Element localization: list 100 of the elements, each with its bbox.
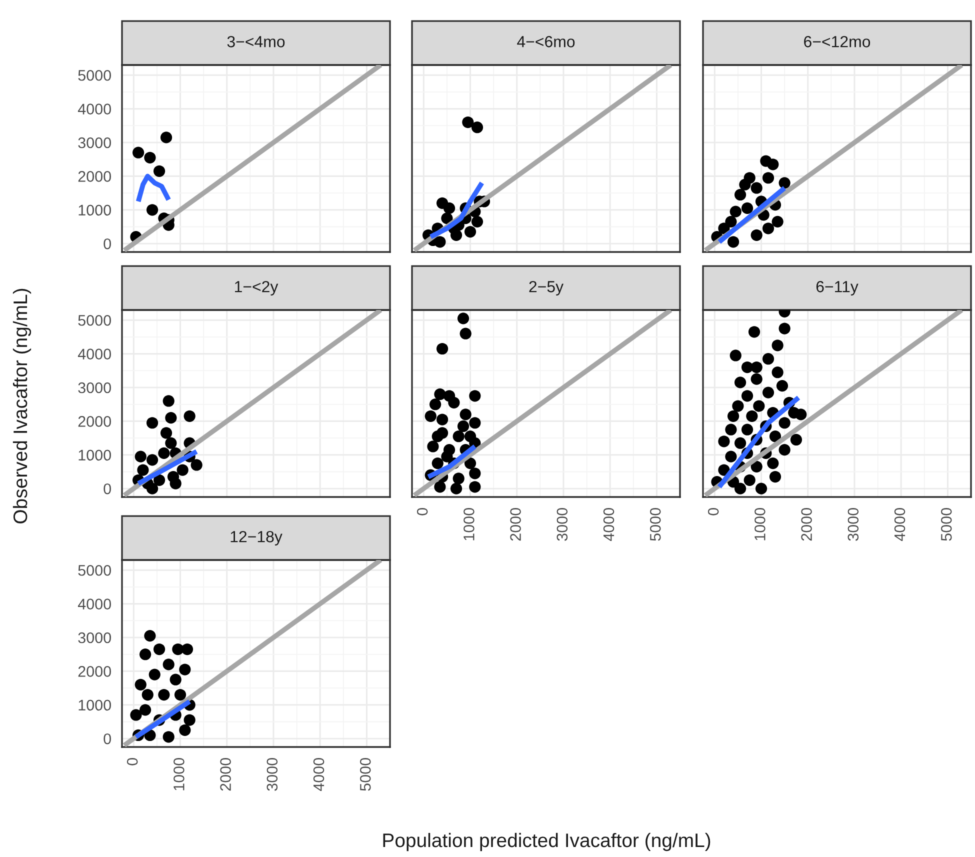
point	[134, 450, 146, 462]
y-tick-label: 5000	[78, 564, 111, 576]
x-tick-label: 2000	[801, 508, 812, 541]
line-series	[136, 174, 172, 204]
point	[162, 395, 174, 407]
point	[727, 410, 740, 422]
point	[469, 468, 481, 480]
x-tick-label: 4000	[603, 508, 614, 542]
point	[134, 678, 146, 690]
point	[471, 122, 484, 134]
y-tick-label: 4000	[78, 104, 111, 114]
y-tick-label: 3000	[78, 632, 111, 644]
x-tick-label: 0	[416, 508, 428, 516]
x-tick-label: 5000	[360, 758, 371, 791]
point	[725, 216, 737, 228]
point	[778, 177, 790, 189]
point	[734, 188, 746, 201]
point	[432, 430, 444, 442]
point	[130, 709, 142, 721]
y-tick-label: 4000	[78, 598, 111, 610]
point	[762, 353, 774, 365]
point	[450, 482, 462, 494]
point	[162, 731, 174, 743]
point	[734, 437, 746, 449]
point	[741, 424, 754, 436]
y-tick-label: 4000	[78, 348, 111, 360]
y-tick-label: 2000	[78, 171, 111, 182]
point	[184, 714, 196, 726]
point	[179, 664, 191, 676]
point	[165, 437, 177, 449]
point	[179, 724, 191, 736]
point	[744, 172, 756, 184]
y-tick-label: 1000	[78, 450, 111, 461]
point	[146, 482, 158, 494]
y-tick-label: 1000	[78, 700, 111, 711]
point	[762, 222, 774, 234]
point	[471, 216, 484, 228]
y-tick-label: 2000	[78, 416, 111, 427]
point	[427, 440, 439, 452]
point	[725, 450, 737, 462]
point	[741, 390, 754, 402]
x-tick-label: 3000	[556, 508, 568, 541]
point	[772, 216, 784, 228]
point	[146, 454, 158, 466]
point	[734, 376, 746, 388]
point	[730, 350, 742, 362]
point	[753, 400, 765, 412]
point	[469, 417, 481, 429]
point	[464, 457, 476, 470]
point	[158, 447, 170, 460]
y-tick-label: 1000	[78, 204, 111, 216]
point	[457, 312, 470, 324]
point	[750, 373, 762, 385]
point	[148, 668, 160, 680]
point	[139, 648, 152, 660]
point	[748, 326, 760, 338]
chart-title: 4−<6mo	[517, 36, 575, 48]
point	[162, 658, 174, 670]
x-tick-label: 4000	[894, 508, 906, 542]
x-tick-label: 5000	[940, 508, 952, 541]
point	[778, 322, 790, 334]
y-tick-label: 2000	[78, 666, 111, 677]
x-tick-label: 1000	[174, 758, 184, 790]
point	[424, 410, 436, 422]
point	[776, 380, 788, 392]
point	[767, 457, 779, 470]
x-axis-title: Population predicted Ivacaftor (ng/mL)	[383, 832, 710, 852]
point	[429, 398, 442, 410]
x-tick-label: 0	[126, 758, 138, 766]
point	[762, 386, 774, 398]
point	[153, 474, 166, 486]
x-tick-label: 2000	[510, 508, 521, 541]
point	[460, 328, 472, 340]
point	[436, 414, 448, 426]
point	[727, 236, 740, 248]
point	[165, 412, 177, 424]
point	[457, 420, 470, 432]
y-tick-label: 0	[104, 483, 111, 494]
point	[443, 202, 456, 214]
point	[460, 408, 472, 420]
point	[750, 460, 762, 472]
y-axis-title: Observed Ivacaftor (ng/mL)	[12, 288, 32, 524]
chart-title: 1−<2y	[235, 281, 278, 296]
point	[146, 417, 158, 429]
point	[160, 427, 172, 439]
x-tick-label: 1000	[754, 508, 766, 540]
point	[160, 132, 172, 144]
point	[441, 450, 453, 462]
y-tick-label: 3000	[78, 382, 111, 394]
point	[181, 643, 194, 656]
point	[450, 229, 462, 241]
point	[790, 434, 802, 446]
point	[750, 229, 762, 241]
point	[176, 464, 188, 476]
chart-title: 3−<4mo	[227, 36, 285, 48]
point	[795, 408, 807, 420]
point	[170, 478, 182, 490]
point	[452, 430, 464, 442]
point	[432, 457, 444, 470]
x-tick-label: 1000	[464, 508, 474, 540]
